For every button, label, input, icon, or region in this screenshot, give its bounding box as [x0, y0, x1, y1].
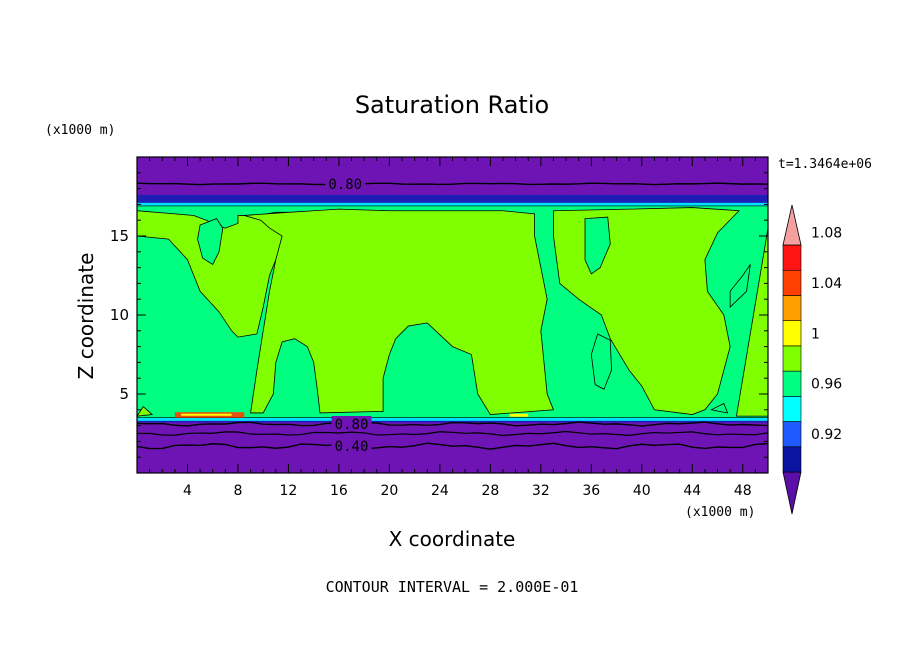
colorbar-upper-extension: [782, 204, 802, 246]
contour-label: 0.40: [335, 439, 369, 455]
contour-line-lower-1: [136, 421, 769, 427]
y-units-label: (x1000 m): [45, 123, 115, 138]
colorbar-segment: [782, 269, 802, 296]
colorbar-segment: [782, 244, 802, 271]
x-tick-label: 16: [330, 483, 348, 499]
supersaturation-streak-1-edge: [181, 413, 232, 416]
x-tick-label: 24: [431, 483, 449, 499]
colorbar-segment: [782, 295, 802, 321]
moist-pocket-1: [197, 218, 224, 266]
x-tick-label: 36: [582, 483, 600, 499]
contour-label-bg: [331, 416, 372, 431]
contour-line-lower-2: [136, 430, 769, 437]
x-tick-label: 40: [633, 483, 651, 499]
x-axis-label: X coordinate: [389, 527, 516, 551]
x-units-label: (x1000 m): [685, 505, 755, 520]
x-tick-label: 8: [233, 483, 242, 499]
colorbar-label: 0.96: [811, 377, 842, 393]
near-saturation-region-4: [136, 406, 154, 417]
contour-line-lower-3: [136, 442, 769, 450]
y-axis-label: Z coordinate: [74, 253, 98, 380]
contour-label: 0.80: [328, 177, 362, 193]
colorbar-segment: [782, 370, 802, 397]
x-tick-label: 32: [532, 483, 550, 499]
time-label: t=1.3464e+06: [778, 157, 872, 172]
colorbar: 0.92 0.96 1 1.04 1.08: [782, 204, 842, 515]
lower-cyan-band: [137, 416, 768, 421]
x-tick-label: 48: [734, 483, 752, 499]
moist-pocket-3: [590, 333, 612, 390]
chart-title: Saturation Ratio: [355, 91, 549, 119]
moist-pocket-5: [729, 264, 751, 309]
y-tick-label: 10: [110, 306, 129, 324]
colorbar-lower-extension: [782, 471, 802, 515]
colorbar-segment: [782, 421, 802, 448]
colorbar-segment: [782, 396, 802, 422]
moist-pocket-4: [709, 402, 729, 414]
colorbar-label: 1.08: [811, 225, 842, 241]
colorbar-label: 0.92: [811, 427, 842, 443]
colorbar-label: 1.04: [811, 276, 842, 292]
x-tick-label: 44: [683, 483, 701, 499]
upper-transition-band: [137, 194, 768, 206]
x-tick-label: 4: [183, 483, 192, 499]
x-tick-label: 28: [481, 483, 499, 499]
colorbar-segment: [782, 320, 802, 347]
contour-label: 0.80: [335, 417, 369, 433]
colorbar-label: 1: [811, 326, 820, 342]
y-tick-label: 5: [119, 385, 129, 403]
contour-interval-footer: CONTOUR INTERVAL = 2.000E-01: [326, 578, 579, 596]
contour-label-bg: [331, 438, 372, 453]
contour-line-upper: [136, 182, 769, 186]
x-tick-label: 20: [380, 483, 398, 499]
colorbar-segment: [782, 446, 802, 473]
colorbar-segment: [782, 345, 802, 372]
near-saturation-region-2: [244, 208, 555, 415]
moist-pocket-2: [584, 216, 611, 275]
x-tick-label: 12: [280, 483, 298, 499]
y-tick-label: 15: [110, 227, 129, 245]
supersaturation-streak-2: [509, 413, 529, 417]
upper-cyan-band: [137, 202, 768, 208]
contour-label-bg: [325, 175, 366, 190]
plot-area: 0.80 0.80 0.40: [136, 157, 769, 473]
